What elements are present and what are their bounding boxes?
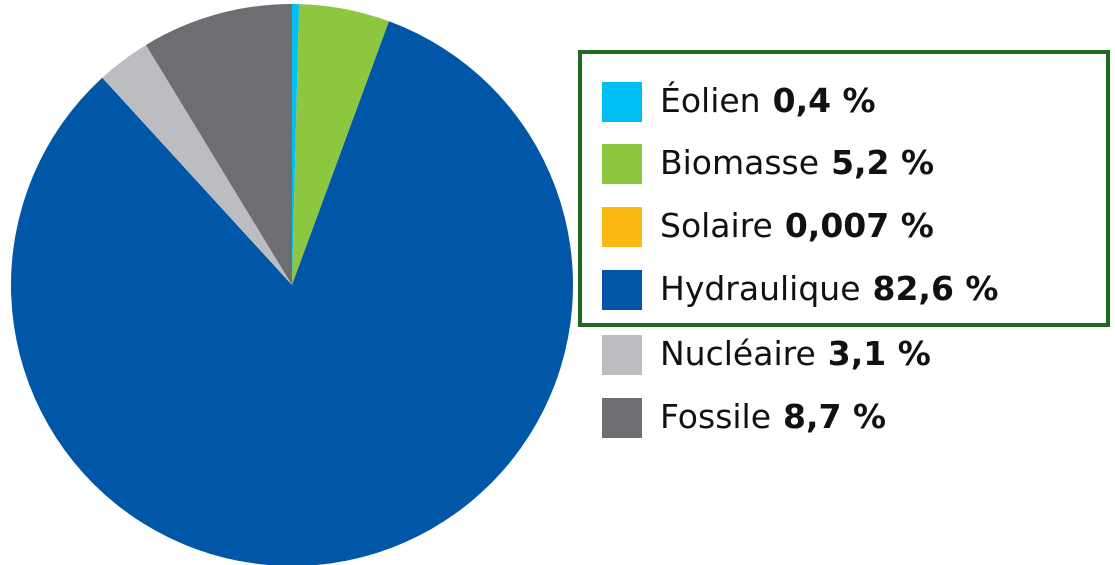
legend-swatch (602, 82, 642, 122)
legend-value: 0,007 % (785, 206, 934, 245)
pie-slice (11, 21, 573, 565)
legend-value: 3,1 % (828, 334, 931, 373)
legend-swatch (602, 335, 642, 375)
legend-swatch (602, 398, 642, 438)
legend-value: 5,2 % (831, 143, 934, 182)
highlight-box (578, 50, 1110, 327)
legend-label: Nucléaire 3,1 % (660, 334, 931, 373)
pie-slice (145, 4, 292, 285)
pie-slice (292, 4, 389, 285)
legend-name: Hydraulique (660, 269, 861, 308)
legend-value: 82,6 % (873, 269, 999, 308)
legend-value: 0,4 % (773, 81, 876, 120)
legend-swatch (602, 270, 642, 310)
legend-label: Solaire 0,007 % (660, 206, 934, 245)
legend-name: Fossile (660, 397, 771, 436)
legend-label: Hydraulique 82,6 % (660, 269, 998, 308)
legend-name: Solaire (660, 206, 773, 245)
legend-swatch (602, 207, 642, 247)
pie-slice (292, 21, 389, 285)
legend-name: Nucléaire (660, 334, 816, 373)
legend-label: Éolien 0,4 % (660, 80, 876, 120)
legend-value: 8,7 % (783, 397, 886, 436)
pie-slice (292, 4, 300, 285)
legend-name: Éolien (660, 80, 761, 120)
legend-name: Biomasse (660, 143, 819, 182)
legend-label: Fossile 8,7 % (660, 397, 886, 436)
legend-label: Biomasse 5,2 % (660, 143, 934, 182)
legend-swatch (602, 144, 642, 184)
pie-slice (102, 44, 292, 286)
